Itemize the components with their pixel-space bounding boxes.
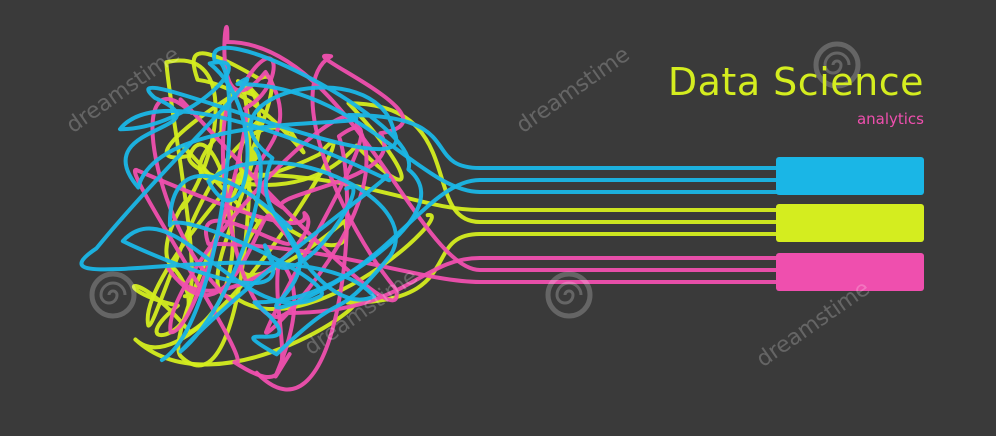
color-bar [776, 157, 924, 195]
spiral-logo-icon [545, 271, 593, 319]
spiral-logo-icon [89, 271, 137, 319]
tangled-line [123, 45, 780, 363]
tangled-line [79, 76, 780, 306]
banner-subtitle: analytics [856, 110, 924, 128]
banner-title: Data Science [667, 60, 924, 104]
spiral-logo-icon [813, 41, 861, 89]
color-bar [776, 253, 924, 291]
color-bar [776, 204, 924, 242]
tangled-line [118, 60, 780, 357]
